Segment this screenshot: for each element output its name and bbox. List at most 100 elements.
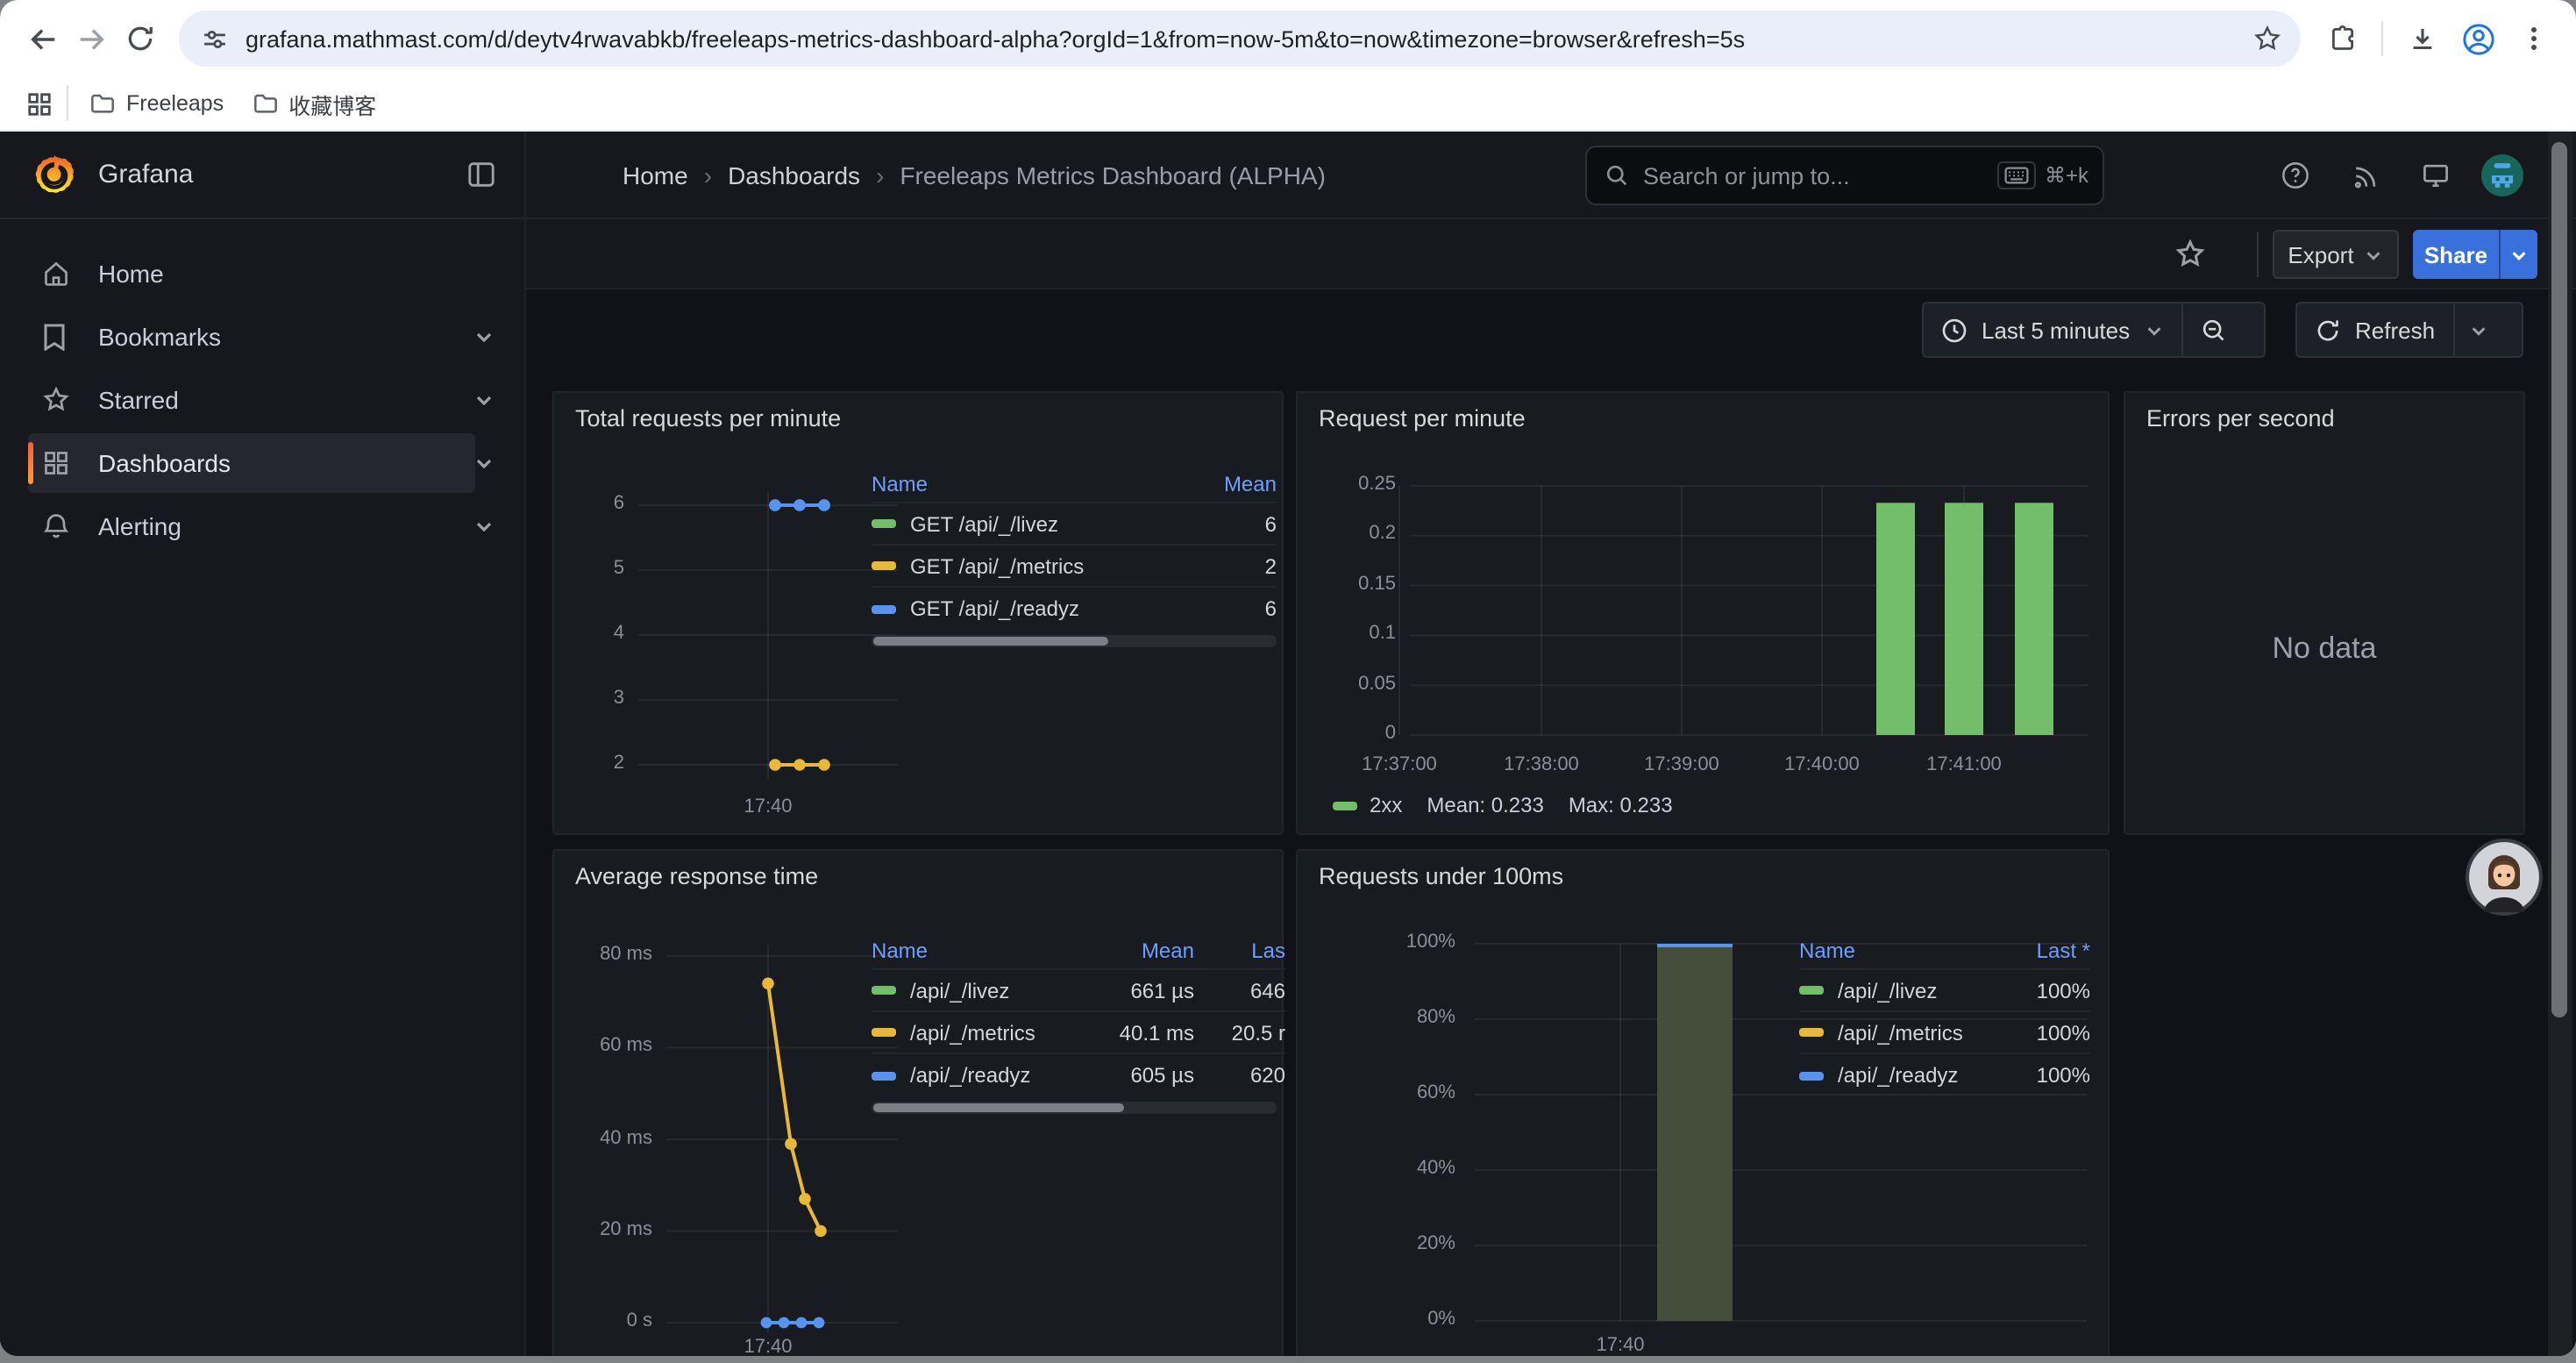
breadcrumb-home[interactable]: Home [623,161,688,189]
column-mean[interactable]: Mean [1223,471,1277,496]
reload-button[interactable] [116,14,165,63]
back-button[interactable] [18,14,67,63]
legend-row[interactable]: GET /api/_/metrics 2 [872,546,1277,588]
chevron-down-icon[interactable] [473,516,495,537]
data-point [760,1317,772,1329]
site-settings-icon[interactable] [200,24,230,54]
assistant-avatar-bubble[interactable] [2469,842,2539,912]
legend-row[interactable]: /api/_/readyz 100% [1799,1054,2090,1096]
downloads-button[interactable] [2397,14,2446,63]
column-mean[interactable]: Mean [1141,938,1194,962]
bookmark-folder-blogs[interactable]: 收藏博客 [238,82,390,125]
data-point [769,759,781,771]
favorite-dashboard-button[interactable] [2174,239,2206,279]
sidebar-item-dashboards[interactable]: Dashboards [28,433,492,493]
sidebar-item-home[interactable]: Home [28,244,475,303]
legend-scrollbar[interactable] [872,1102,1277,1114]
series-mean: 40.1 ms [1119,1020,1194,1045]
folder-icon [91,93,114,112]
no-data-message: No data [2272,632,2377,665]
panel-title[interactable]: Request per minute [1319,405,1526,432]
legend-row[interactable]: /api/_/livez 100% [1799,970,2090,1012]
data-point [793,759,806,771]
chevron-down-icon[interactable] [473,389,495,410]
sidebar-item-starred[interactable]: Starred [28,370,492,430]
series-swatch-yellow [872,1028,896,1037]
bar-chart [1398,485,2089,736]
legend-scrollbar[interactable] [872,635,1277,647]
extensions-button[interactable] [2318,14,2367,63]
column-last[interactable]: Last * [2036,938,2090,962]
series-name: GET /api/_/metrics [910,553,1085,578]
timeseries-chart [666,946,898,1333]
url-bar[interactable]: grafana.mathmast.com/d/deytv4rwavabkb/fr… [179,11,2301,67]
sidebar-nav: Home Bookmarks Starred Dashboards [0,219,524,556]
profile-avatar-icon [2462,23,2494,54]
sidebar-item-label: Home [98,260,164,288]
column-name[interactable]: Name [872,471,929,496]
legend-row[interactable]: GET /api/_/livez 6 [872,503,1277,546]
y-axis-tick: 0.1 [1369,623,1396,645]
export-button[interactable]: Export [2273,230,2399,279]
legend-row[interactable]: GET /api/_/readyz 6 [872,588,1277,630]
series-name: 2xx [1370,793,1403,817]
series-mean: Mean: 0.233 [1427,793,1544,817]
page-scrollbar[interactable] [2548,132,2572,1356]
browser-toolbar: grafana.mathmast.com/d/deytv4rwavabkb/fr… [0,0,2576,77]
chevron-down-icon [2512,251,2526,260]
column-name[interactable]: Name [1799,938,1856,962]
x-axis-tick: 17:40 [1596,1335,1645,1356]
sidebar: Grafana Home Bookmarks Starred [0,132,526,1356]
series-name: /api/_/livez [910,978,1010,1003]
share-button[interactable]: Share [2413,230,2499,279]
forward-arrow-icon [79,28,103,49]
x-axis-tick: 17:41:00 [1926,754,2002,775]
legend-row[interactable]: /api/_/readyz 605 µs 620 [872,1054,1285,1096]
legend-inline[interactable]: 2xx Mean: 0.233 Max: 0.233 [1333,793,1673,817]
column-name[interactable]: Name [872,938,929,962]
panel-title[interactable]: Requests under 100ms [1319,863,1564,889]
breadcrumb-separator: › [876,161,885,189]
share-menu-button[interactable] [2499,230,2537,279]
grafana-logo-icon [35,154,74,192]
sidebar-item-alerting[interactable]: Alerting [28,496,492,556]
user-avatar[interactable] [2481,154,2523,196]
breadcrumb-dashboards[interactable]: Dashboards [728,161,861,189]
bookmark-folder-freeleaps[interactable]: Freeleaps [75,85,238,122]
profile-button[interactable] [2453,14,2502,63]
legend-row[interactable]: /api/_/metrics 100% [1799,1012,2090,1054]
refresh-interval-button[interactable] [2452,303,2501,356]
legend-row[interactable]: /api/_/metrics 40.1 ms 20.5 r [872,1012,1285,1054]
search-input[interactable]: Search or jump to... ⌘+k [1585,146,2104,205]
chevron-down-icon[interactable] [473,326,495,347]
scrollbar-thumb[interactable] [2551,142,2567,1017]
browser-menu-button[interactable] [2509,14,2558,63]
column-last[interactable]: Las [1251,938,1285,962]
time-range-picker[interactable]: Last 5 minutes [1924,303,2181,356]
x-axis-tick: 17:39:00 [1644,754,1719,775]
bookmark-star-icon[interactable] [2252,23,2283,54]
chevron-down-icon [2367,251,2381,260]
dock-menu-icon[interactable] [466,160,496,189]
legend-row[interactable]: /api/_/livez 661 µs 646 [872,970,1285,1012]
news-button[interactable] [2345,154,2387,196]
display-button[interactable] [2415,154,2457,196]
chevron-down-icon[interactable] [473,453,495,474]
time-range-label: Last 5 minutes [1982,317,2131,343]
sidebar-item-bookmarks[interactable]: Bookmarks [28,307,492,367]
zoom-out-button[interactable] [2181,303,2244,356]
panel-title[interactable]: Average response time [575,863,819,889]
refresh-button[interactable]: Refresh [2297,303,2452,356]
help-button[interactable] [2274,154,2316,196]
bookmark-icon [42,323,70,351]
sidebar-item-label: Starred [98,386,179,414]
forward-button[interactable] [67,14,116,63]
series-last: 100% [2036,1063,2090,1088]
series-swatch-green [1799,986,1824,995]
x-axis-tick: 17:40:00 [1784,754,1860,775]
legend-header: Name Last * [1799,931,2090,970]
panel-title[interactable]: Errors per second [2146,405,2335,432]
timeseries-chart [638,491,898,779]
apps-button[interactable] [18,82,60,125]
panel-title[interactable]: Total requests per minute [575,405,842,432]
